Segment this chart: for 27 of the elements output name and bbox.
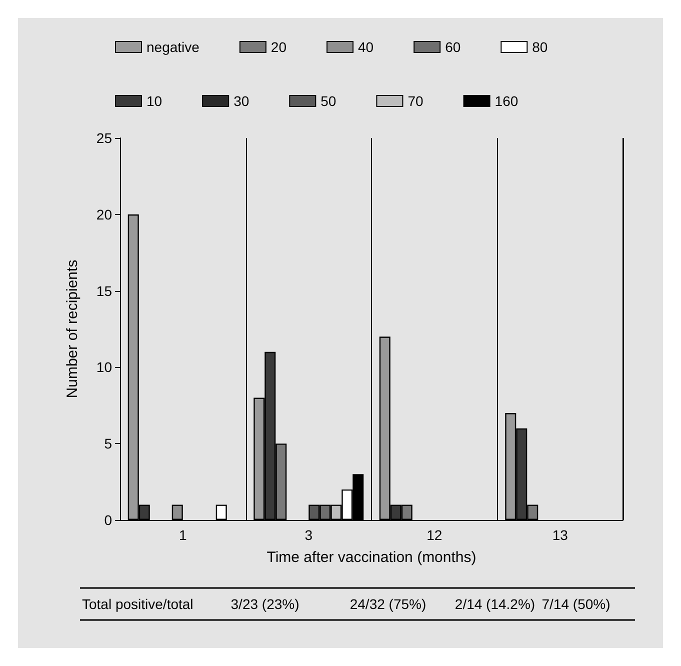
legend-label: 60 (445, 39, 461, 55)
y-axis-title: Number of recipients (64, 260, 81, 398)
x-tick-label: 12 (426, 527, 442, 543)
y-tick-label: 10 (96, 359, 112, 376)
legend-label: negative (146, 39, 200, 55)
legend-label: 40 (358, 39, 374, 55)
y-tick-label: 15 (96, 282, 112, 299)
x-axis-title: Time after vaccination (months) (266, 549, 476, 566)
text: 7/14 (50%) (542, 596, 610, 612)
y-tick-label: 25 (96, 130, 112, 146)
legend-label: 10 (146, 93, 162, 109)
x-tick-label: 1 (178, 527, 187, 543)
text: Total positive/total (82, 596, 194, 612)
y-tick-label: 5 (104, 436, 112, 452)
legend-label: 80 (532, 39, 548, 55)
legend-label: 70 (408, 93, 424, 109)
legend-label: 160 (494, 93, 518, 109)
y-tick-label: 20 (96, 206, 112, 222)
y-tick-label: 0 (104, 512, 112, 528)
legend-label: 30 (234, 93, 250, 109)
legend-label: 50 (320, 93, 336, 109)
text: 2/14 (14.2%) (454, 596, 536, 612)
x-tick-label: 3 (304, 527, 313, 543)
text: 3/23 (23%) (230, 596, 300, 612)
text: 24/32 (75%) (350, 596, 426, 612)
legend-label: 20 (270, 39, 287, 55)
x-tick-label: 13 (552, 527, 568, 543)
